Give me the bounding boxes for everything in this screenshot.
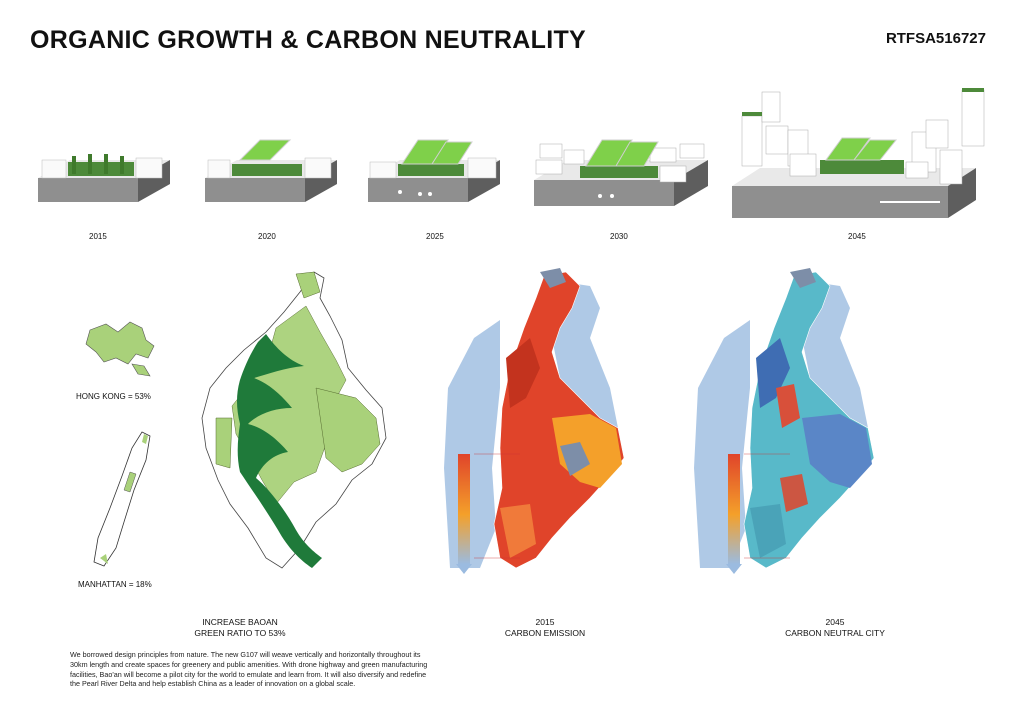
model-2015 [38, 154, 170, 202]
hong-kong-map [85, 321, 155, 377]
manhattan-label: MANHATTAN = 18% [78, 580, 152, 589]
emission-legend-bar [458, 454, 470, 564]
neutral-legend-bar [728, 454, 740, 564]
hong-kong-label: HONG KONG = 53% [76, 392, 151, 401]
page-title: ORGANIC GROWTH & CARBON NEUTRALITY [30, 26, 587, 54]
timeline-models [38, 88, 985, 218]
description-paragraph: We borrowed design principles from natur… [70, 650, 428, 689]
year-label-2030: 2030 [610, 232, 628, 241]
year-label-2015: 2015 [89, 232, 107, 241]
baoan-green-map [201, 271, 387, 569]
year-label-2020: 2020 [258, 232, 276, 241]
model-2025 [368, 139, 500, 202]
model-2045 [732, 88, 985, 218]
model-2030 [534, 139, 708, 206]
year-label-2045: 2045 [848, 232, 866, 241]
manhattan-map [93, 431, 151, 567]
emission-caption: 2015 CARBON EMISSION [504, 617, 586, 638]
neutral-caption: 2045 CARBON NEUTRAL CITY [785, 617, 885, 638]
project-code: RTFSA516727 [885, 30, 986, 47]
emission-2015-map [444, 268, 625, 574]
green-ratio-caption: INCREASE BAOAN GREEN RATIO TO 53% [194, 617, 286, 638]
neutral-2045-map [694, 268, 875, 574]
model-2020 [205, 139, 337, 202]
year-label-2025: 2025 [426, 232, 444, 241]
